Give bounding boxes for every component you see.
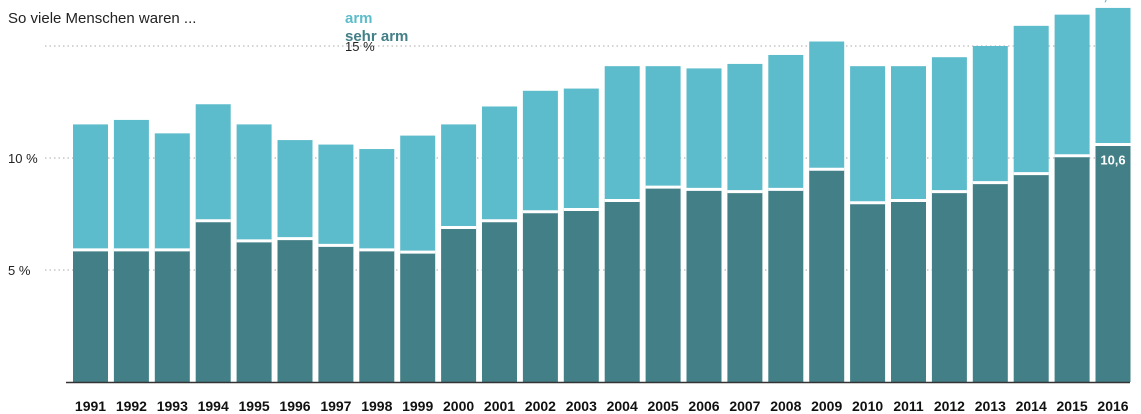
x-tick-label: 1994	[198, 398, 229, 414]
bar-sehr-arm	[931, 191, 967, 382]
bar-arm	[727, 63, 763, 192]
bar-sehr-arm	[400, 252, 436, 382]
bar-arm	[195, 104, 231, 221]
value-labels: 16,7% 10,6	[1087, 0, 1130, 168]
x-tick-label: 2001	[484, 398, 515, 414]
bar-arm	[931, 57, 967, 192]
bar-arm	[850, 66, 886, 203]
bar-sehr-arm	[482, 220, 517, 382]
bar-arm	[73, 124, 108, 250]
bar-sehr-arm	[359, 249, 395, 382]
bar-arm	[113, 119, 149, 250]
bar-sehr-arm	[318, 245, 354, 382]
x-tick-label: 2014	[1016, 398, 1047, 414]
x-tick-label: 1997	[320, 398, 351, 414]
bar-sehr-arm	[1054, 155, 1090, 382]
x-tick-label: 2010	[852, 398, 883, 414]
x-axis-labels: 1991 1992 1993 1994 1995 1996 1997 1998 1999 2000…	[75, 398, 1129, 414]
y-tick-label: 5 %	[8, 263, 31, 278]
bar-sehr-arm	[1095, 144, 1131, 382]
x-tick-label: 2013	[975, 398, 1006, 414]
bar-arm	[482, 106, 517, 221]
x-tick-label: 2000	[443, 398, 474, 414]
bar-sehr-arm	[972, 182, 1008, 382]
legend-entry-sehr-arm: sehr arm	[345, 28, 408, 45]
bar-arm	[604, 66, 640, 201]
x-tick-label: 2016	[1097, 398, 1128, 414]
x-tick-label: 1999	[402, 398, 433, 414]
bars	[73, 7, 1131, 382]
y-tick-label: 10 %	[8, 151, 38, 166]
bar-arm	[686, 68, 722, 190]
bar-sehr-arm	[850, 202, 886, 382]
bar-sehr-arm	[809, 169, 845, 382]
bar-sehr-arm	[441, 227, 477, 382]
bar-sehr-arm	[1013, 173, 1049, 382]
bar-sehr-arm	[522, 211, 558, 382]
bar-arm	[1013, 25, 1049, 174]
bar-arm	[236, 124, 272, 241]
bar-sehr-arm	[236, 240, 272, 382]
bar-arm	[359, 149, 395, 250]
x-tick-label: 1995	[239, 398, 270, 414]
bar-sehr-arm	[113, 249, 149, 382]
bar-sehr-arm	[277, 238, 313, 382]
x-tick-label: 2008	[770, 398, 801, 414]
x-tick-label: 2002	[525, 398, 556, 414]
x-tick-label: 2005	[648, 398, 679, 414]
y-axis-ticks: 5 % 10 % 15 %	[8, 39, 375, 278]
bar-arm	[400, 135, 436, 253]
bar-arm	[972, 46, 1008, 183]
bar-arm	[645, 66, 681, 188]
bar-arm	[154, 133, 190, 250]
bar-sehr-arm	[727, 191, 763, 382]
x-tick-label: 2007	[729, 398, 760, 414]
bar-arm	[768, 54, 804, 190]
chart-subtitle: So viele Menschen waren ...	[8, 10, 196, 27]
bar-arm	[441, 124, 477, 228]
x-tick-label: 2006	[688, 398, 719, 414]
bar-sehr-arm	[563, 209, 599, 382]
legend-entry-arm: arm	[345, 10, 373, 27]
value-label: 16,7%	[1087, 0, 1130, 4]
bar-arm	[891, 66, 926, 201]
x-tick-label: 1998	[361, 398, 392, 414]
x-tick-label: 1996	[279, 398, 310, 414]
bar-sehr-arm	[645, 187, 681, 382]
bar-arm	[563, 88, 599, 210]
bar-sehr-arm	[686, 189, 722, 382]
y-tick-label: 15 %	[345, 39, 375, 54]
value-label: 10,6	[1100, 153, 1125, 168]
bar-sehr-arm	[73, 249, 108, 382]
bar-arm	[1095, 7, 1131, 145]
x-tick-label: 1991	[75, 398, 106, 414]
x-tick-label: 2012	[934, 398, 965, 414]
bar-sehr-arm	[195, 220, 231, 382]
bar-sehr-arm	[768, 189, 804, 382]
x-tick-label: 2009	[811, 398, 842, 414]
x-tick-label: 1993	[157, 398, 188, 414]
bar-arm	[277, 140, 313, 239]
bar-arm	[1054, 14, 1090, 156]
bar-arm	[522, 90, 558, 212]
x-tick-label: 2003	[566, 398, 597, 414]
bar-arm	[809, 41, 845, 170]
x-tick-label: 2015	[1057, 398, 1088, 414]
bar-arm	[318, 144, 354, 246]
x-tick-label: 2011	[893, 398, 924, 414]
bar-sehr-arm	[154, 249, 190, 382]
bar-sehr-arm	[604, 200, 640, 382]
x-tick-label: 1992	[116, 398, 147, 414]
x-tick-label: 2004	[607, 398, 638, 414]
bar-sehr-arm	[891, 200, 926, 382]
